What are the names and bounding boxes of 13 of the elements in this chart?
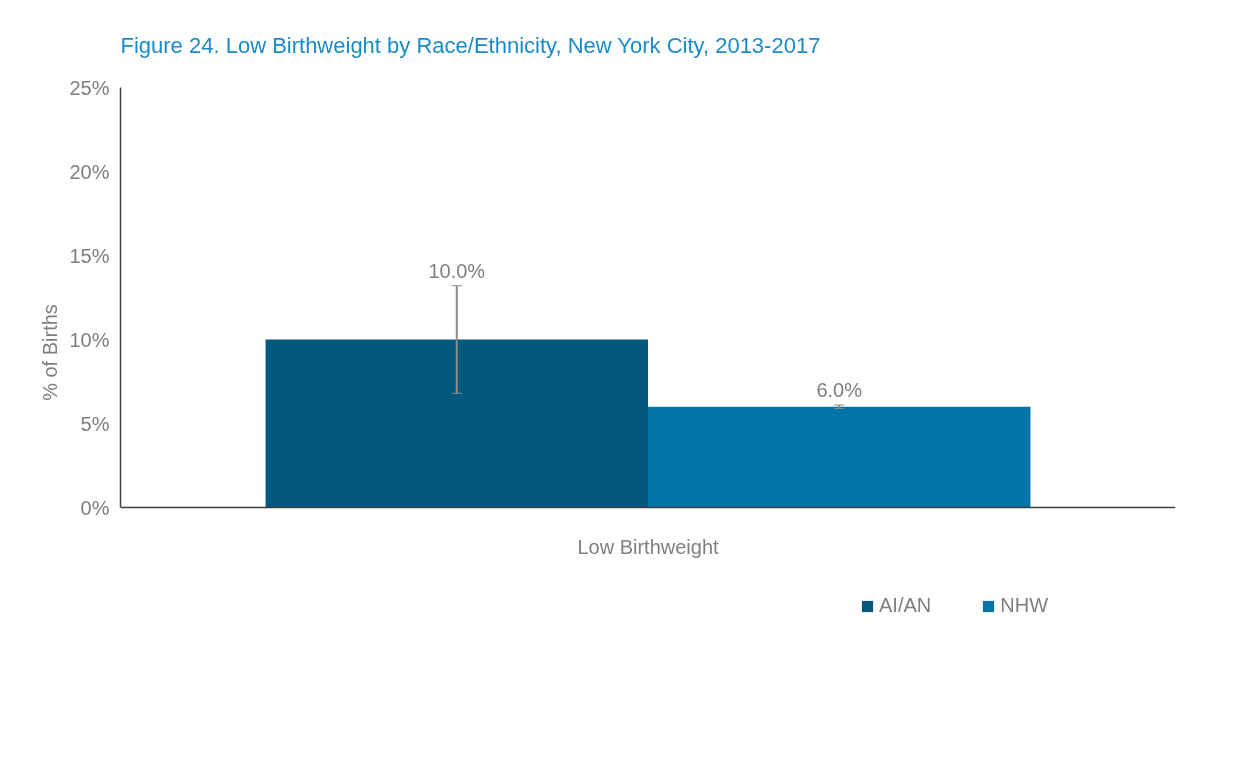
data-label: 10.0%: [428, 259, 486, 282]
y-tick-label: 10%: [69, 328, 110, 351]
y-tick-label: 5%: [80, 412, 110, 435]
legend-label: AI/AN: [879, 594, 932, 617]
x-tick-label: Low Birthweight: [577, 535, 720, 558]
chart-title: Figure 24. Low Birthweight by Race/Ethnicity, New York City, 2013-2017: [120, 32, 821, 58]
y-tick-label: 0%: [80, 496, 110, 519]
legend-label: NHW: [1000, 594, 1049, 617]
data-label: 6.0%: [816, 379, 863, 402]
y-axis-title: % of Births: [39, 304, 62, 401]
y-tick-label: 20%: [69, 160, 110, 183]
y-tick-label: 15%: [69, 244, 110, 267]
y-tick-label: 25%: [69, 76, 110, 99]
